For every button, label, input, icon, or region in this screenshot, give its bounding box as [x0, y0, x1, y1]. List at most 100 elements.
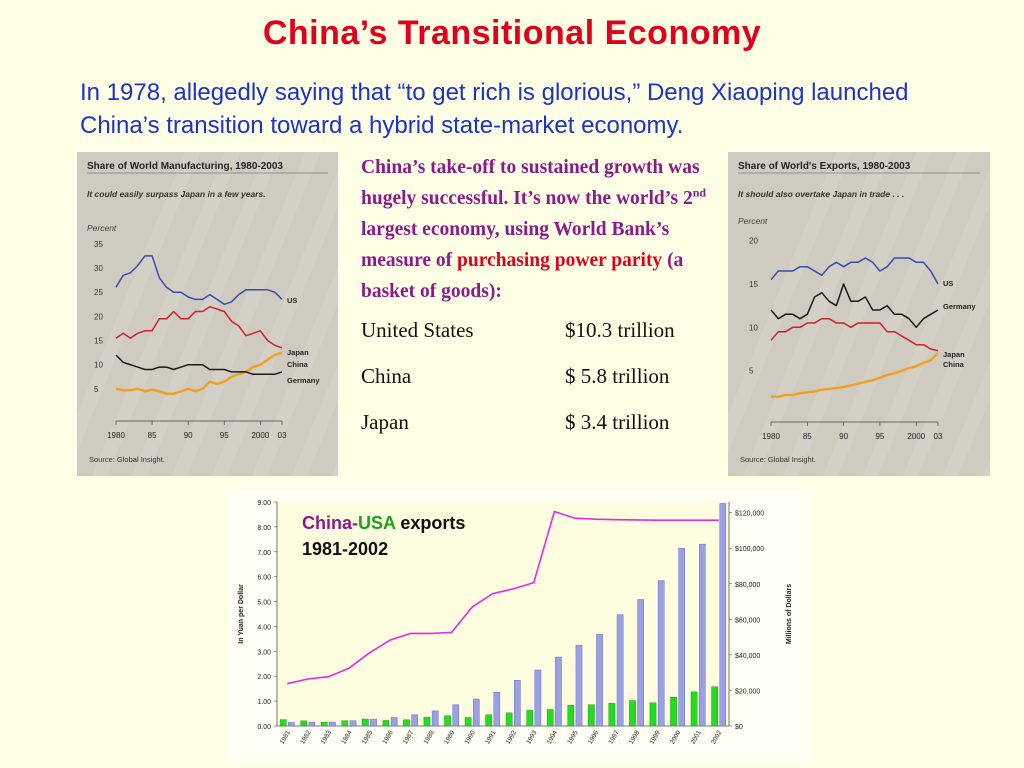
x-tick-label: 2000 — [251, 431, 269, 440]
ppp-highlight: purchasing power parity — [457, 250, 663, 271]
x-tick-label: 1984 — [340, 729, 353, 745]
background-stripe — [91, 152, 241, 476]
bar-green — [320, 721, 328, 727]
bar-green — [464, 717, 472, 727]
bar-green — [629, 700, 636, 727]
exchange-rate-line — [287, 510, 719, 685]
chart-title: Share of World's Exports, 1980-2003 — [738, 161, 911, 172]
exports-combo-chart: 0.00 1.00 2.00 3.00 4.00 5.00 6.00 7.00 8.00 9.00… — [238, 500, 793, 746]
x-tick-label: 1995 — [566, 729, 579, 745]
intro-text: In 1978, allegedly saying that “to get r… — [80, 79, 909, 139]
y-tick-label: 15 — [94, 337, 103, 346]
bar-blue — [452, 704, 460, 727]
background-stripe — [211, 169, 338, 476]
bar-blue — [349, 720, 357, 727]
manufacturing-chart: Share of World Manufacturing, 1980-2003 I… — [77, 152, 338, 476]
series-line-japan — [770, 317, 939, 352]
left-tick-label: 7.00 — [257, 550, 271, 557]
right-tick-label: $100,000 — [735, 546, 764, 553]
x-tick-label: 1991 — [484, 729, 497, 745]
x-tick-label: 1994 — [546, 729, 559, 745]
axis-label-percent: Percent — [738, 216, 768, 226]
bar-green — [362, 718, 369, 727]
bar-green — [444, 715, 451, 727]
x-tick-label: 1986 — [381, 729, 394, 745]
gdp-lead-text: China’s take-off to sustained growth was… — [361, 152, 721, 307]
background-stripe — [862, 167, 990, 476]
legend-entry: US — [287, 296, 297, 305]
gdp-row: China $ 5.8 trillion — [361, 353, 721, 399]
bar-blue — [390, 717, 398, 727]
background-stripe — [251, 266, 338, 476]
bar-green — [588, 704, 595, 727]
gdp-row: United States $10.3 trillion — [361, 307, 721, 353]
bar-green — [382, 720, 390, 727]
legend-entry: China — [287, 360, 309, 369]
y-tick-label: 15 — [749, 280, 758, 289]
gdp-text-block: China’s take-off to sustained growth was… — [361, 152, 721, 445]
bar-green — [690, 691, 698, 727]
exports-chart: Share of World's Exports, 1980-2003 It sh… — [728, 152, 990, 476]
legend-entry: China — [943, 360, 965, 369]
bar-blue — [411, 714, 418, 727]
x-tick-label: 1993 — [525, 729, 538, 745]
x-tick-label: 03 — [934, 432, 943, 441]
x-tick-label: 1992 — [505, 729, 518, 745]
gdp-value: $10.3 trillion — [565, 317, 675, 342]
exports-combo-chart-panel: 0.00 1.00 2.00 3.00 4.00 5.00 6.00 7.00 8.00 9.00… — [230, 490, 810, 762]
left-tick-label: 0.00 — [257, 724, 271, 731]
bar-blue — [308, 721, 316, 727]
left-tick-label: 5.00 — [257, 600, 271, 607]
bar-blue — [370, 718, 377, 727]
bar-blue — [329, 721, 336, 727]
bar-blue — [719, 503, 727, 727]
x-tick-label: 2002 — [710, 729, 723, 745]
y-tick-label: 10 — [749, 323, 758, 332]
bar-green — [423, 716, 431, 727]
y-tick-label: 5 — [749, 367, 754, 376]
bar-blue — [472, 698, 480, 727]
x-tick-label: 1981 — [279, 729, 292, 745]
gdp-row: Japan $ 3.4 trillion — [361, 399, 721, 445]
background-stripe — [822, 152, 972, 476]
bar-blue — [637, 599, 644, 727]
chart-title: Share of World Manufacturing, 1980-2003 — [87, 161, 283, 172]
x-tick-label: 2000 — [907, 432, 925, 441]
series-line-us — [115, 255, 283, 306]
x-tick-label: 95 — [220, 431, 229, 440]
chart-source: Source: Global Insight. — [89, 455, 165, 464]
bar-green — [403, 719, 410, 727]
bar-green — [485, 714, 492, 727]
combo-chart-label: China-USA exports 1981-2002 — [302, 510, 465, 562]
bar-green — [505, 712, 513, 727]
left-tick-label: 6.00 — [257, 575, 271, 582]
x-tick-label: 1988 — [423, 729, 436, 745]
background-stripe — [728, 152, 852, 452]
series-line-china — [115, 351, 283, 395]
x-tick-label: 1999 — [649, 729, 662, 745]
legend-entry: Japan — [287, 348, 309, 357]
bar-green — [608, 703, 616, 727]
bar-blue — [493, 692, 501, 727]
chart-subtitle: It could easily surpass Japan in a few y… — [87, 189, 266, 199]
lead-text-part2: largest economy, using World Bank’s meas… — [361, 219, 670, 271]
bar-green — [341, 720, 349, 727]
y-tick-label: 10 — [94, 361, 103, 370]
x-tick-label: 1990 — [464, 729, 477, 745]
legend-entry: Germany — [943, 302, 976, 311]
right-tick-label: $80,000 — [735, 582, 760, 589]
legend-entry: Japan — [943, 350, 965, 359]
gdp-value: $ 3.4 trillion — [565, 409, 670, 434]
bar-blue — [288, 722, 295, 727]
bar-blue — [534, 669, 542, 727]
gdp-country: Japan — [361, 409, 409, 434]
chart-subtitle: It should also overtake Japan in trade .… — [738, 189, 904, 199]
manufacturing-chart-panel: Share of World Manufacturing, 1980-2003 I… — [77, 152, 338, 476]
x-tick-label: 1980 — [762, 432, 780, 441]
right-tick-label: $40,000 — [735, 653, 760, 660]
x-tick-label: 1983 — [320, 729, 333, 745]
plot-area — [277, 502, 729, 726]
x-tick-label: 1985 — [361, 729, 374, 745]
bar-blue — [555, 656, 562, 727]
bar-blue — [616, 614, 624, 727]
